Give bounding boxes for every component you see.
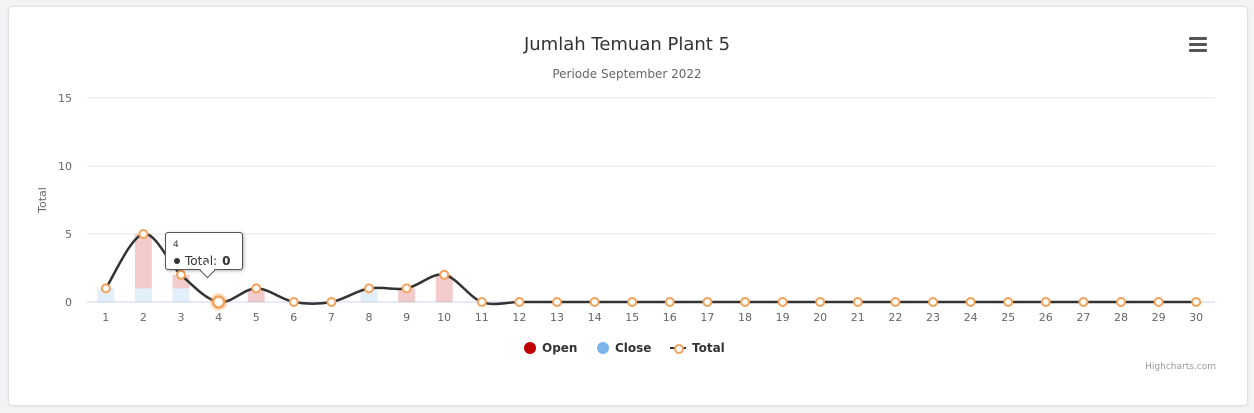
bar-close bbox=[97, 288, 115, 302]
x-tick-label: 19 bbox=[776, 311, 790, 324]
total-marker bbox=[777, 297, 788, 307]
tooltip-value: 0 bbox=[222, 254, 231, 268]
tooltip: 4 Total: 0 bbox=[165, 232, 243, 270]
y-tick-label: 0 bbox=[65, 296, 72, 309]
total-marker bbox=[288, 297, 299, 307]
x-tick-label: 20 bbox=[813, 311, 827, 324]
total-marker bbox=[439, 269, 450, 280]
x-tick-label: 29 bbox=[1152, 311, 1166, 324]
y-tick-label: 5 bbox=[65, 228, 72, 241]
x-tick-label: 30 bbox=[1189, 311, 1203, 324]
legend-close-label: Close bbox=[615, 341, 652, 355]
legend-close-symbol bbox=[597, 342, 609, 354]
x-tick-label: 21 bbox=[851, 311, 865, 324]
chart-card bbox=[8, 6, 1248, 406]
x-tick-label: 17 bbox=[700, 311, 714, 324]
x-tick-label: 18 bbox=[738, 311, 752, 324]
total-marker bbox=[965, 297, 976, 307]
total-marker bbox=[251, 283, 262, 294]
x-tick-label: 4 bbox=[215, 311, 222, 324]
x-tick-label: 9 bbox=[403, 311, 410, 324]
legend-item-close[interactable]: Close bbox=[597, 341, 651, 355]
tooltip-series-dot bbox=[174, 258, 180, 264]
total-marker bbox=[1153, 297, 1164, 307]
total-marker bbox=[326, 297, 337, 307]
total-marker bbox=[627, 297, 638, 307]
tooltip-series-label: Total bbox=[185, 254, 214, 268]
x-tick-label: 25 bbox=[1001, 311, 1015, 324]
legend-open-label: Open bbox=[542, 341, 578, 355]
total-marker bbox=[702, 297, 713, 307]
tooltip-category: 4 bbox=[173, 240, 179, 250]
total-marker bbox=[815, 297, 826, 307]
total-marker bbox=[364, 283, 374, 294]
bar-close bbox=[172, 288, 190, 302]
total-marker bbox=[1116, 297, 1126, 307]
chart-title: Jumlah Temuan Plant 5 bbox=[523, 34, 731, 55]
legend-total-symbol bbox=[670, 342, 686, 354]
x-tick-label: 15 bbox=[625, 311, 639, 324]
legend-total-label: Total bbox=[692, 341, 725, 355]
x-tick-label: 5 bbox=[253, 311, 260, 324]
bar-open bbox=[435, 274, 453, 302]
x-tick-label: 2 bbox=[140, 311, 147, 324]
chart-subtitle: Periode September 2022 bbox=[552, 67, 702, 81]
total-marker bbox=[476, 297, 487, 307]
total-marker bbox=[1040, 297, 1051, 307]
total-marker bbox=[589, 297, 600, 307]
total-marker bbox=[176, 269, 186, 280]
hamburger-menu-icon[interactable] bbox=[1186, 34, 1210, 56]
x-tick-label: 12 bbox=[512, 311, 526, 324]
x-tick-label: 10 bbox=[437, 311, 451, 324]
x-tick-label: 1 bbox=[102, 311, 109, 324]
bar-open bbox=[247, 288, 265, 302]
bar-open bbox=[398, 288, 416, 302]
x-tick-label: 27 bbox=[1076, 311, 1090, 324]
x-tick-label: 22 bbox=[888, 311, 902, 324]
total-marker bbox=[740, 297, 750, 307]
bar-open bbox=[134, 234, 152, 289]
legend-item-total[interactable]: Total bbox=[670, 341, 725, 355]
total-marker bbox=[1078, 297, 1089, 307]
total-marker bbox=[928, 297, 938, 307]
x-tick-label: 13 bbox=[550, 311, 564, 324]
tooltip-row: Total: 0 bbox=[174, 254, 230, 268]
total-marker bbox=[890, 297, 901, 307]
total-marker bbox=[852, 297, 863, 307]
total-marker bbox=[514, 297, 525, 307]
bar-close bbox=[360, 288, 378, 302]
x-tick-label: 24 bbox=[964, 311, 978, 324]
x-tick-label: 14 bbox=[588, 311, 602, 324]
x-tick-label: 28 bbox=[1114, 311, 1128, 324]
total-marker bbox=[100, 283, 111, 294]
x-tick-label: 26 bbox=[1039, 311, 1053, 324]
bar-close bbox=[134, 288, 152, 302]
total-spline bbox=[104, 232, 1197, 306]
x-tick-label: 23 bbox=[926, 311, 940, 324]
x-tick-label: 6 bbox=[290, 311, 297, 324]
y-tick-label: 15 bbox=[58, 92, 72, 105]
legend-item-open[interactable]: Open bbox=[524, 341, 577, 355]
total-marker bbox=[401, 283, 412, 294]
y-axis-title: Total bbox=[36, 187, 49, 214]
total-marker bbox=[138, 229, 149, 239]
x-tick-label: 7 bbox=[328, 311, 335, 324]
x-tick-label: 11 bbox=[475, 311, 489, 324]
total-marker bbox=[1003, 297, 1014, 307]
x-tick-label: 8 bbox=[366, 311, 373, 324]
chart-legend: Open Close Total bbox=[0, 341, 1254, 359]
total-marker-hover bbox=[211, 295, 226, 309]
total-marker bbox=[664, 297, 675, 307]
highcharts-credits[interactable]: Highcharts.com bbox=[1145, 362, 1216, 372]
legend-open-symbol bbox=[524, 342, 536, 354]
x-tick-label: 16 bbox=[663, 311, 677, 324]
x-tick-label: 3 bbox=[178, 311, 185, 324]
y-tick-label: 10 bbox=[58, 160, 72, 173]
total-marker bbox=[1191, 297, 1202, 307]
total-marker bbox=[552, 297, 562, 307]
